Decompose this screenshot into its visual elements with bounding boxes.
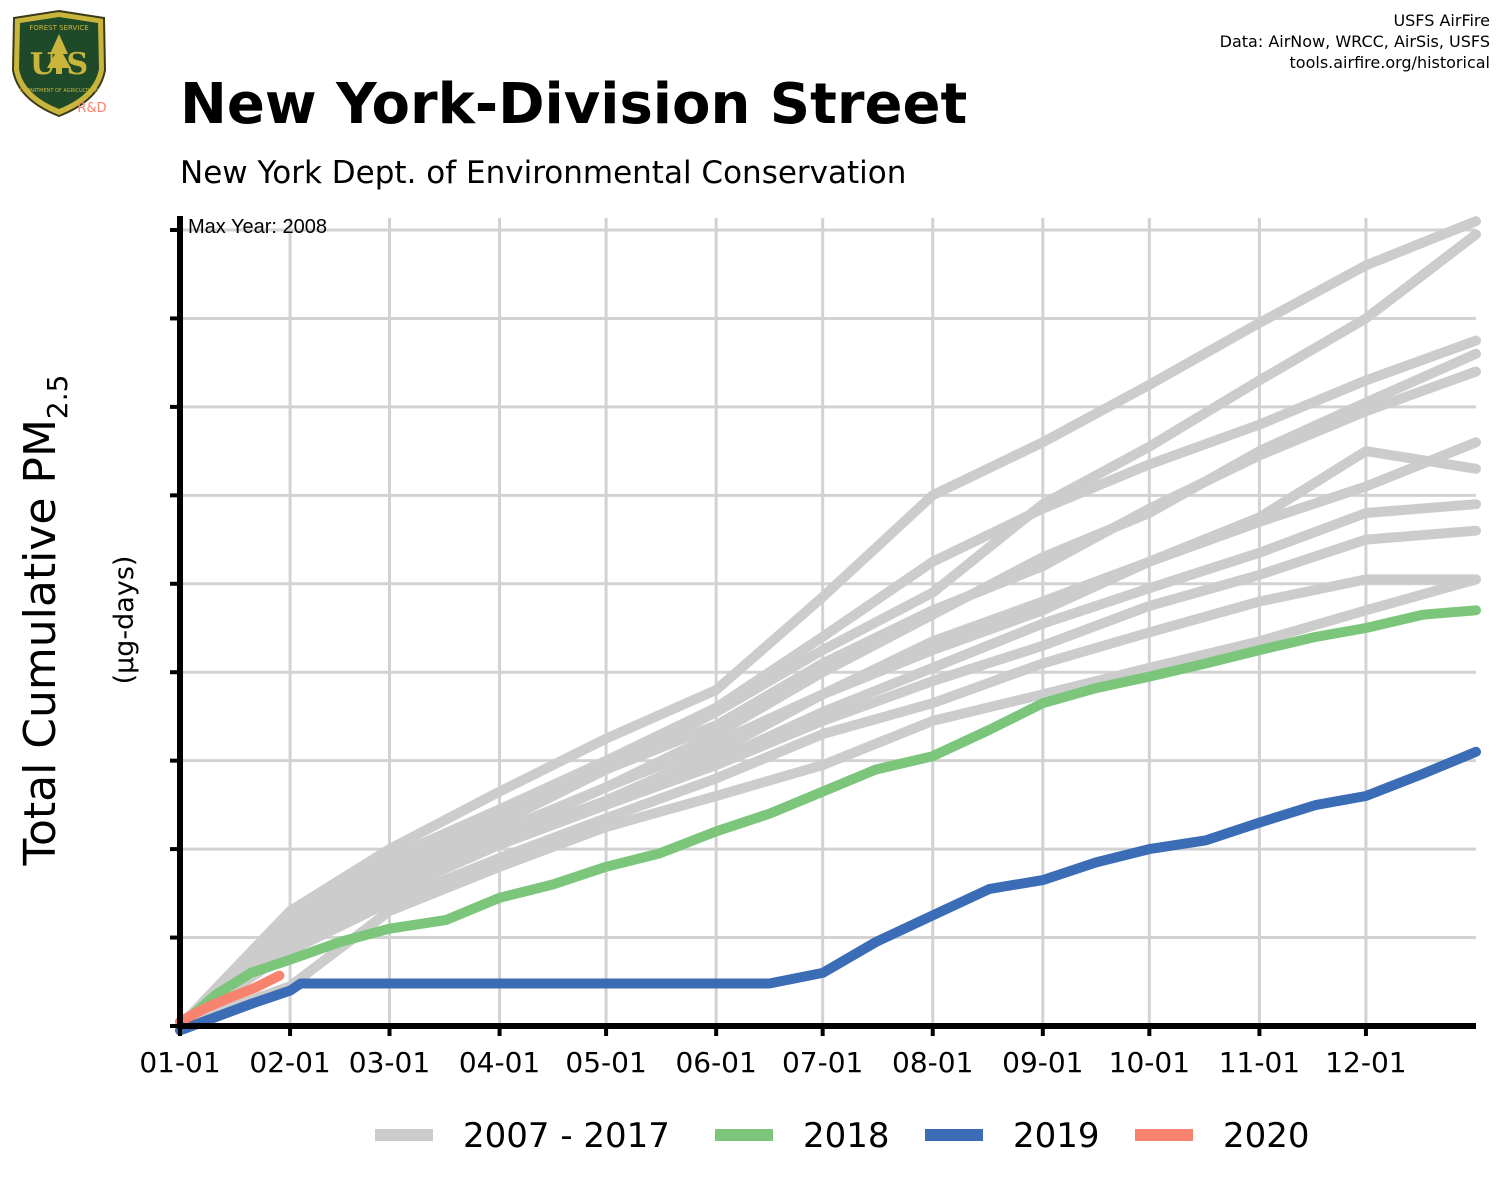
axes bbox=[170, 216, 1476, 1036]
y-axis-label: Total Cumulative PM2.5 bbox=[15, 375, 74, 867]
legend-label: 2007 - 2017 bbox=[463, 1116, 670, 1156]
max-year-annotation: Max Year: 2008 bbox=[188, 216, 327, 238]
legend: 2007 - 2017 2018 2019 2020 bbox=[375, 1116, 1310, 1156]
credit-line-2: Data: AirNow, WRCC, AirSis, USFS bbox=[1219, 32, 1490, 51]
credit-line-3: tools.airfire.org/historical bbox=[1289, 53, 1490, 72]
legend-label: 2019 bbox=[1013, 1116, 1100, 1156]
y-axis-label-sub: 2.5 bbox=[41, 375, 74, 420]
y-axis-label-main: Total Cumulative PM bbox=[15, 419, 66, 866]
x-tick-label: 02-01 bbox=[249, 1046, 330, 1079]
x-tick-label: 07-01 bbox=[782, 1046, 863, 1079]
logo-badge: R&D bbox=[77, 101, 106, 116]
x-tick-label: 08-01 bbox=[892, 1046, 973, 1079]
history-series-line bbox=[175, 574, 1481, 1031]
x-tick-label: 12-01 bbox=[1325, 1046, 1406, 1079]
history-series-line bbox=[175, 216, 1481, 1031]
chart-subtitle: New York Dept. of Environmental Conserva… bbox=[180, 155, 907, 191]
series-line-2019 bbox=[175, 746, 1481, 1036]
history-series-line bbox=[175, 437, 1481, 1031]
legend-label: 2018 bbox=[803, 1116, 890, 1156]
y-axis-units: (µg-days) bbox=[109, 556, 140, 685]
x-tick-label: 01-01 bbox=[139, 1046, 220, 1079]
data-credits: USFS AirFire Data: AirNow, WRCC, AirSis,… bbox=[1220, 10, 1490, 73]
x-tick-label: 10-01 bbox=[1109, 1046, 1190, 1079]
x-tick-label: 05-01 bbox=[565, 1046, 646, 1079]
x-tick-label: 11-01 bbox=[1219, 1046, 1300, 1079]
logo-text-top: FOREST SERVICE bbox=[29, 24, 88, 32]
x-tick-label: 09-01 bbox=[1002, 1046, 1083, 1079]
x-tick-label: 06-01 bbox=[675, 1046, 756, 1079]
forest-service-logo: U S FOREST SERVICE DEPARTMENT OF AGRICUL… bbox=[11, 9, 107, 118]
history-lines bbox=[175, 216, 1481, 1031]
history-series-line bbox=[175, 335, 1481, 1031]
chart-title: New York-Division Street bbox=[180, 72, 968, 137]
logo-text-bottom: DEPARTMENT OF AGRICULTURE bbox=[20, 88, 98, 94]
history-series-line bbox=[175, 574, 1481, 1031]
history-series-line bbox=[175, 366, 1481, 1031]
year-lines bbox=[175, 605, 1481, 1036]
history-series-line bbox=[175, 446, 1481, 1031]
series-line-2018 bbox=[175, 605, 1481, 1031]
x-tick-label: 04-01 bbox=[459, 1046, 540, 1079]
series-line-2020 bbox=[175, 970, 285, 1027]
legend-label: 2020 bbox=[1223, 1116, 1310, 1156]
x-tick-label: 03-01 bbox=[349, 1046, 430, 1079]
history-series-line bbox=[175, 525, 1481, 1031]
x-tick-labels: 01-01 02-01 03-01 04-01 05-01 06-01 07-01 08-01… bbox=[139, 1046, 1406, 1079]
credit-line-1: USFS AirFire bbox=[1393, 11, 1490, 30]
tree-icon bbox=[47, 34, 71, 74]
